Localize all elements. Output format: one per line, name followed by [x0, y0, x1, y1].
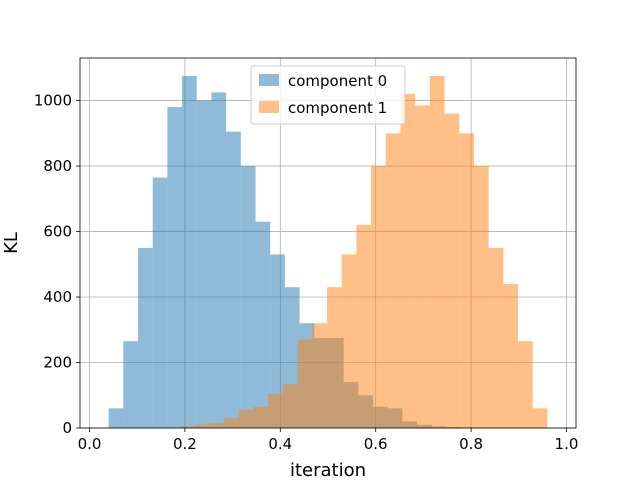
- histogram-bar-component-0: [211, 92, 227, 429]
- x-tick-label: 0.0: [78, 435, 102, 453]
- y-tick-label: 400: [43, 288, 72, 306]
- y-tick-label: 800: [43, 157, 72, 175]
- histogram-bar-component-0: [270, 254, 285, 428]
- y-tick-label: 0: [62, 419, 72, 437]
- histogram-bar-component-0: [196, 100, 212, 428]
- x-axis-label: iteration: [290, 460, 366, 480]
- histogram-bar-component-1: [224, 418, 239, 428]
- legend: component 0 component 1: [250, 65, 406, 125]
- histogram-bar-component-1: [341, 254, 357, 428]
- histogram-bar-component-0: [152, 177, 168, 428]
- histogram-bar-component-1: [312, 323, 328, 428]
- histogram-bar-component-1: [371, 166, 386, 428]
- histogram-bar-component-0: [167, 107, 183, 428]
- histogram-bar-component-1: [209, 423, 225, 428]
- legend-label-component-1: component 1: [288, 99, 387, 117]
- histogram-bar-component-0: [137, 247, 153, 428]
- histogram-bar-component-1: [268, 393, 283, 428]
- histogram-bar-component-1: [327, 287, 342, 428]
- histogram-bar-component-1: [415, 105, 430, 428]
- histogram-bar-component-1: [503, 283, 519, 428]
- y-axis-label: KL: [1, 232, 22, 254]
- x-tick-label: 0.6: [364, 435, 388, 453]
- histogram-bar-component-1: [253, 406, 269, 428]
- histogram-bar-component-1: [356, 224, 372, 428]
- y-tick-label: 200: [43, 354, 72, 372]
- y-tick-label: 1000: [34, 92, 72, 110]
- histogram-bar-component-0: [182, 76, 197, 428]
- histogram-bar-component-1: [194, 424, 210, 428]
- histogram-bar-component-1: [488, 247, 504, 428]
- histogram-bar-component-0: [123, 341, 138, 428]
- y-tick-label: 600: [43, 223, 72, 241]
- legend-swatch-component-0: [259, 74, 279, 86]
- histogram-bar-component-1: [400, 94, 416, 428]
- legend-box: [250, 65, 406, 125]
- histogram-bar-component-1: [518, 341, 533, 428]
- x-tick-label: 0.2: [173, 435, 197, 453]
- histogram-bar-component-1: [238, 409, 254, 428]
- histogram-bar-component-1: [385, 133, 401, 428]
- histogram-bar-component-1: [180, 426, 195, 428]
- histogram-bar-component-1: [429, 76, 445, 428]
- ticks: 0.0 0.2 0.4 0.6 0.8 1.0 0 200 400 600 800 1000: [34, 92, 579, 453]
- histogram-bar-component-1: [444, 113, 460, 428]
- histogram-bar-component-1: [473, 166, 489, 428]
- histogram-bar-component-0: [255, 221, 271, 428]
- bars: [108, 76, 548, 429]
- x-tick-label: 0.8: [459, 435, 483, 453]
- histogram-bar-component-0: [108, 408, 124, 428]
- plot-frame: [79, 57, 577, 429]
- legend-swatch-component-1: [259, 101, 279, 113]
- histogram-bar-component-1: [282, 383, 298, 428]
- histogram-bar-component-1: [297, 339, 313, 428]
- histogram-bar-component-1: [532, 408, 548, 428]
- histogram-bar-component-0: [226, 131, 241, 429]
- x-tick-label: 1.0: [555, 435, 579, 453]
- x-tick-label: 0.4: [268, 435, 292, 453]
- histogram-bar-component-0: [240, 166, 256, 428]
- legend-label-component-0: component 0: [288, 72, 387, 90]
- histogram-bar-component-1: [459, 133, 474, 428]
